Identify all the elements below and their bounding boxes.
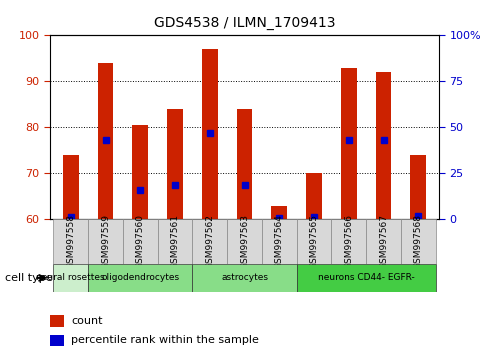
Bar xyxy=(227,219,262,264)
Text: astrocytes: astrocytes xyxy=(221,273,268,282)
Bar xyxy=(50,335,63,346)
Text: GSM997564: GSM997564 xyxy=(275,214,284,269)
Bar xyxy=(88,264,193,292)
Text: GSM997563: GSM997563 xyxy=(240,214,249,269)
Bar xyxy=(237,109,252,219)
Text: percentile rank within the sample: percentile rank within the sample xyxy=(71,335,259,345)
Bar xyxy=(202,49,218,219)
Text: GSM997568: GSM997568 xyxy=(414,214,423,269)
Bar xyxy=(366,219,401,264)
Bar xyxy=(53,219,88,264)
Title: GDS4538 / ILMN_1709413: GDS4538 / ILMN_1709413 xyxy=(154,16,335,30)
Text: GSM997561: GSM997561 xyxy=(171,214,180,269)
Text: GSM997567: GSM997567 xyxy=(379,214,388,269)
Bar xyxy=(331,219,366,264)
Bar xyxy=(296,264,436,292)
Bar xyxy=(123,219,158,264)
Text: oligodendrocytes: oligodendrocytes xyxy=(101,273,179,282)
Bar xyxy=(341,68,357,219)
Bar xyxy=(262,219,296,264)
Text: neural rosettes: neural rosettes xyxy=(36,273,105,282)
Text: GSM997565: GSM997565 xyxy=(309,214,318,269)
Bar xyxy=(88,219,123,264)
Bar xyxy=(296,219,331,264)
Text: GSM997559: GSM997559 xyxy=(101,214,110,269)
Text: neurons CD44- EGFR-: neurons CD44- EGFR- xyxy=(318,273,415,282)
Bar xyxy=(63,155,78,219)
Bar xyxy=(53,264,88,292)
Bar xyxy=(376,72,391,219)
Text: GSM997562: GSM997562 xyxy=(205,214,214,269)
Bar xyxy=(50,315,63,327)
Bar xyxy=(167,109,183,219)
Text: GSM997566: GSM997566 xyxy=(344,214,353,269)
Bar xyxy=(158,219,193,264)
Bar xyxy=(411,155,426,219)
Bar xyxy=(271,206,287,219)
Bar xyxy=(401,219,436,264)
Bar xyxy=(193,264,296,292)
Text: cell type: cell type xyxy=(5,273,52,283)
Bar xyxy=(306,173,322,219)
Bar xyxy=(193,219,227,264)
Text: GSM997558: GSM997558 xyxy=(66,214,75,269)
Text: GSM997560: GSM997560 xyxy=(136,214,145,269)
Bar xyxy=(98,63,113,219)
Text: count: count xyxy=(71,316,103,326)
Bar xyxy=(132,125,148,219)
